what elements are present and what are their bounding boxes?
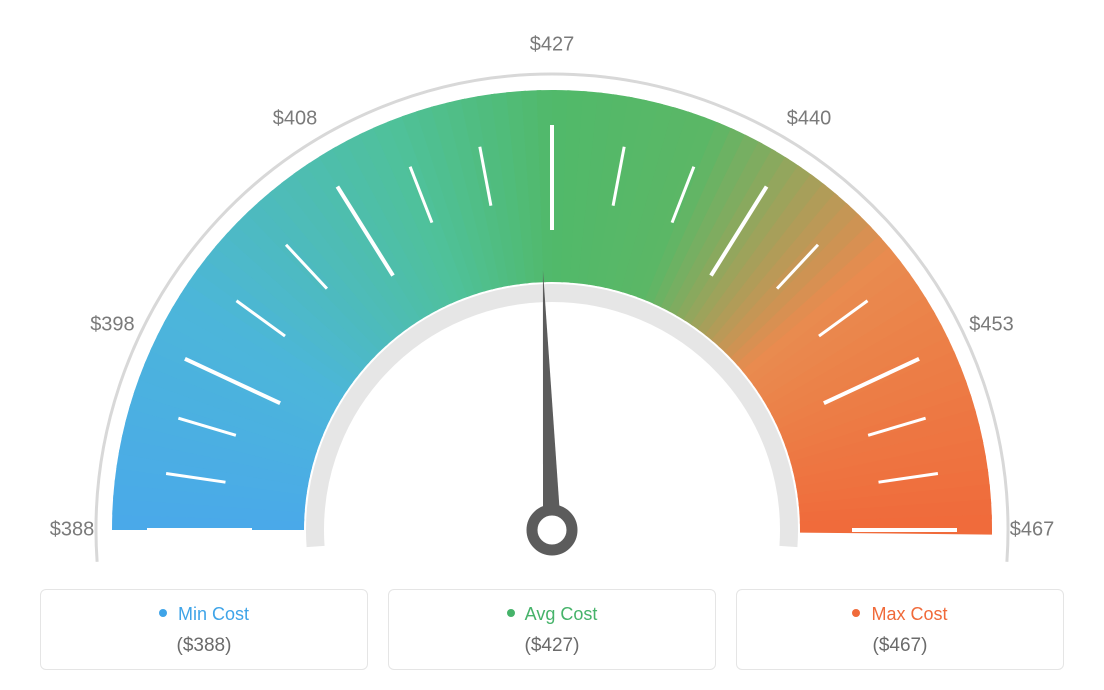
legend-row: Min Cost ($388) Avg Cost ($427) Max Cost… xyxy=(40,589,1064,670)
gauge-area: $388 $398 $408 $427 $440 $453 $467 xyxy=(0,0,1104,570)
legend-value-max: ($467) xyxy=(747,635,1053,657)
legend-title-max: Max Cost xyxy=(747,604,1053,625)
legend-card-avg: Avg Cost ($427) xyxy=(388,589,716,670)
scale-label: $440 xyxy=(787,107,832,130)
scale-label: $408 xyxy=(273,107,318,130)
legend-label-min: Min Cost xyxy=(178,604,249,624)
scale-label: $467 xyxy=(1010,519,1055,542)
scale-label: $388 xyxy=(50,519,95,542)
gauge-svg xyxy=(0,0,1104,570)
legend-card-min: Min Cost ($388) xyxy=(40,589,368,670)
dot-icon-avg xyxy=(507,609,515,617)
dot-icon-max xyxy=(852,609,860,617)
legend-value-avg: ($427) xyxy=(399,635,705,657)
legend-title-avg: Avg Cost xyxy=(399,604,705,625)
scale-label: $427 xyxy=(530,34,575,57)
legend-value-min: ($388) xyxy=(51,635,357,657)
legend-title-min: Min Cost xyxy=(51,604,357,625)
scale-label: $453 xyxy=(969,314,1014,337)
legend-card-max: Max Cost ($467) xyxy=(736,589,1064,670)
legend-label-avg: Avg Cost xyxy=(525,604,598,624)
scale-label: $398 xyxy=(90,314,135,337)
legend-label-max: Max Cost xyxy=(871,604,947,624)
dot-icon-min xyxy=(159,609,167,617)
cost-gauge-chart: $388 $398 $408 $427 $440 $453 $467 Min Cost ($… xyxy=(0,0,1104,690)
